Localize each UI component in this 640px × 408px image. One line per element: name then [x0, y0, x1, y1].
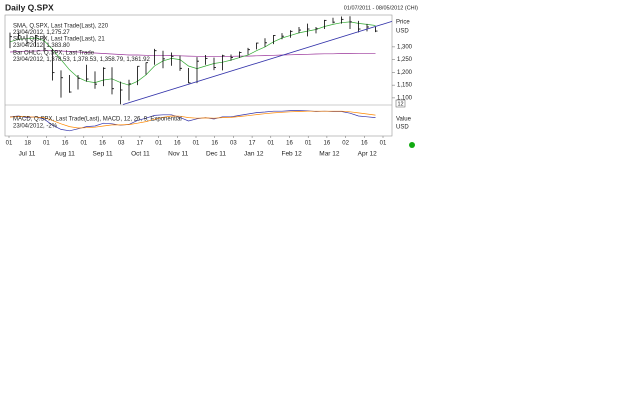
x-tick-label: 01 [380, 141, 387, 147]
x-month-label: Dec 11 [206, 151, 226, 158]
x-month-label: Jul 11 [19, 151, 36, 158]
x-tick-label: 17 [249, 141, 256, 147]
x-month-label: Sep 11 [93, 151, 114, 158]
x-month-label: Apr 12 [358, 151, 378, 158]
x-tick-label: 16 [99, 141, 106, 147]
y-axis-unit: USD [396, 29, 409, 35]
x-tick-label: 01 [155, 141, 162, 147]
date-range: 01/07/2011 - 08/05/2012 (CHI) [344, 5, 418, 11]
x-tick-label: 16 [62, 141, 69, 147]
x-tick-label: 17 [137, 141, 144, 147]
trendline [122, 20, 393, 105]
y-axis-title: Value [396, 117, 412, 123]
status-dot [409, 142, 415, 148]
x-tick-label: 01 [193, 141, 200, 147]
x-month-label: Mar 12 [319, 151, 340, 158]
x-tick-label: 16 [286, 141, 293, 147]
x-tick-label: 01 [305, 141, 312, 147]
legend-entry: MACD, Q.SPX, Last Trade(Last), MACD, 12,… [13, 117, 182, 123]
legend-value: 23/04/2012, 1,378.53, 1,378.53, 1,358.79… [13, 57, 150, 63]
x-tick-label: 16 [324, 141, 331, 147]
legend-value: 23/04/2012, 1,383.80 [13, 43, 70, 49]
page-label[interactable]: 12 [397, 101, 403, 107]
y-tick-label: 1,200 [397, 70, 413, 76]
y-tick-label: 1,250 [397, 57, 413, 63]
macd-line [9, 110, 376, 129]
x-tick-label: 03 [118, 141, 125, 147]
x-tick-label: 01 [6, 141, 13, 147]
legend-value: 23/04/2012, 1,275.27 [13, 30, 70, 36]
x-month-label: Nov 11 [168, 151, 188, 158]
legend-entry: Bar OHLC, Q.SPX, Last Trade [13, 51, 95, 57]
y-axis-title: Price [396, 20, 410, 26]
y-tick-label: 1,150 [397, 83, 413, 89]
plot-frame [4, 14, 393, 137]
sma-line [9, 21, 376, 86]
x-tick-label: 16 [174, 141, 181, 147]
legend-entry: SMA, Q.SPX, Last Trade(Last), 220 [13, 24, 109, 30]
y-tick-label: 1,300 [397, 44, 413, 50]
chart-title: Daily Q.SPX [5, 2, 54, 12]
x-month-label: Feb 12 [281, 151, 302, 158]
y-axis-unit: USD [396, 125, 409, 131]
x-tick-label: 16 [361, 141, 368, 147]
legend-value: 23/04/2012, -2% [13, 124, 58, 130]
page-box[interactable] [395, 99, 406, 108]
sma-line [9, 50, 376, 57]
x-tick-label: 16 [211, 141, 218, 147]
x-tick-label: 03 [230, 141, 237, 147]
x-tick-label: 01 [43, 141, 50, 147]
x-month-label: Jan 12 [244, 151, 264, 158]
y-tick-label: 1,100 [397, 95, 413, 101]
x-tick-label: 18 [24, 141, 31, 147]
x-tick-label: 01 [80, 141, 87, 147]
x-tick-label: 02 [342, 141, 349, 147]
x-month-label: Oct 11 [131, 151, 150, 158]
x-tick-label: 01 [267, 141, 274, 147]
x-month-label: Aug 11 [55, 151, 76, 158]
legend-entry: SMA, Q.SPX, Last Trade(Last), 21 [13, 37, 105, 43]
